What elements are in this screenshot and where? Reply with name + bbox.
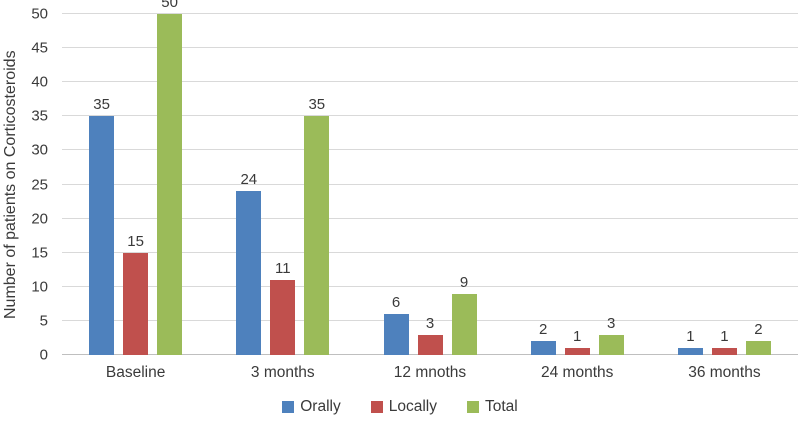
legend-item-locally: Locally xyxy=(370,398,437,416)
bar-orally-baseline xyxy=(89,116,115,355)
data-label: 15 xyxy=(127,232,144,250)
y-axis-tick: 25 xyxy=(31,176,48,193)
x-axis-category-label: 12 mnoths xyxy=(393,364,467,381)
y-axis-tick: 0 xyxy=(39,346,48,364)
bar-locally-36-months xyxy=(711,348,737,355)
gridline xyxy=(62,251,798,253)
bar-orally-3-months xyxy=(236,191,262,355)
bar-locally-24-months xyxy=(564,348,590,355)
legend-swatch-icon xyxy=(466,401,479,413)
data-label: 1 xyxy=(573,328,582,346)
y-axis-tick: 30 xyxy=(31,141,48,159)
data-label: 9 xyxy=(459,273,469,291)
gridline xyxy=(62,217,798,219)
data-label: 35 xyxy=(308,96,326,114)
bar-locally-12-mnoths xyxy=(417,334,443,355)
legend-swatch-icon xyxy=(370,401,383,413)
gridline xyxy=(62,115,798,117)
gridline xyxy=(62,285,798,287)
y-axis-tick: 40 xyxy=(31,73,48,91)
legend-label: Locally xyxy=(388,398,437,415)
bar-total-12-mnoths xyxy=(451,293,477,355)
gridline xyxy=(62,183,798,185)
legend-label: Total xyxy=(484,398,518,415)
data-label: 35 xyxy=(93,96,110,114)
legend-label: Orally xyxy=(300,398,341,415)
legend-item-orally: Orally xyxy=(282,398,341,416)
bar-orally-12-mnoths xyxy=(383,314,409,355)
bar-total-baseline xyxy=(157,14,183,355)
x-axis-category-label: 3 months xyxy=(250,364,315,381)
x-axis-category-label: 24 months xyxy=(540,364,614,381)
gridline xyxy=(62,319,798,321)
data-label: 2 xyxy=(539,321,548,339)
bar-locally-baseline xyxy=(123,252,149,355)
data-label: 50 xyxy=(161,0,178,11)
gridline xyxy=(62,81,798,83)
data-label: 24 xyxy=(240,171,258,189)
data-label: 3 xyxy=(425,314,435,332)
data-label: 11 xyxy=(275,259,291,277)
bar-locally-3-months xyxy=(270,279,296,355)
y-axis-tick: 10 xyxy=(31,278,48,296)
data-label: 1 xyxy=(720,328,729,346)
y-axis-tick: 50 xyxy=(31,5,48,23)
data-label: 1 xyxy=(686,328,695,346)
bar-total-24-months xyxy=(598,334,624,355)
x-axis-category-label: Baseline xyxy=(105,364,166,381)
bar-total-36-months xyxy=(745,341,771,355)
y-axis-tick: 5 xyxy=(39,312,48,330)
legend: Orally Locally Total xyxy=(0,398,800,416)
y-axis-tick-labels: 0 5 10 15 20 25 30 35 40 45 50 xyxy=(0,6,48,364)
y-axis-tick: 20 xyxy=(31,210,48,228)
x-axis-category-labels: Baseline 3 months 12 mnoths 24 months 36 mon… xyxy=(62,364,798,386)
legend-item-total: Total xyxy=(466,398,518,416)
y-axis-tick: 45 xyxy=(31,39,48,57)
x-axis-category-label: 36 months xyxy=(688,364,761,381)
data-label: 6 xyxy=(391,294,401,312)
gridline xyxy=(62,13,798,14)
plot-area: 35 15 50 24 11 35 6 3 9 2 1 3 1 1 2 xyxy=(62,0,798,355)
data-label: 3 xyxy=(607,314,616,332)
bar-orally-24-months xyxy=(530,341,556,355)
data-label: 2 xyxy=(754,321,763,339)
gridline xyxy=(62,47,798,49)
legend-swatch-icon xyxy=(282,401,295,413)
gridline xyxy=(62,149,798,151)
bar-total-3-months xyxy=(304,116,330,355)
y-axis-tick: 15 xyxy=(31,244,48,262)
bar-orally-36-months xyxy=(677,348,703,355)
y-axis-tick: 35 xyxy=(31,107,48,125)
